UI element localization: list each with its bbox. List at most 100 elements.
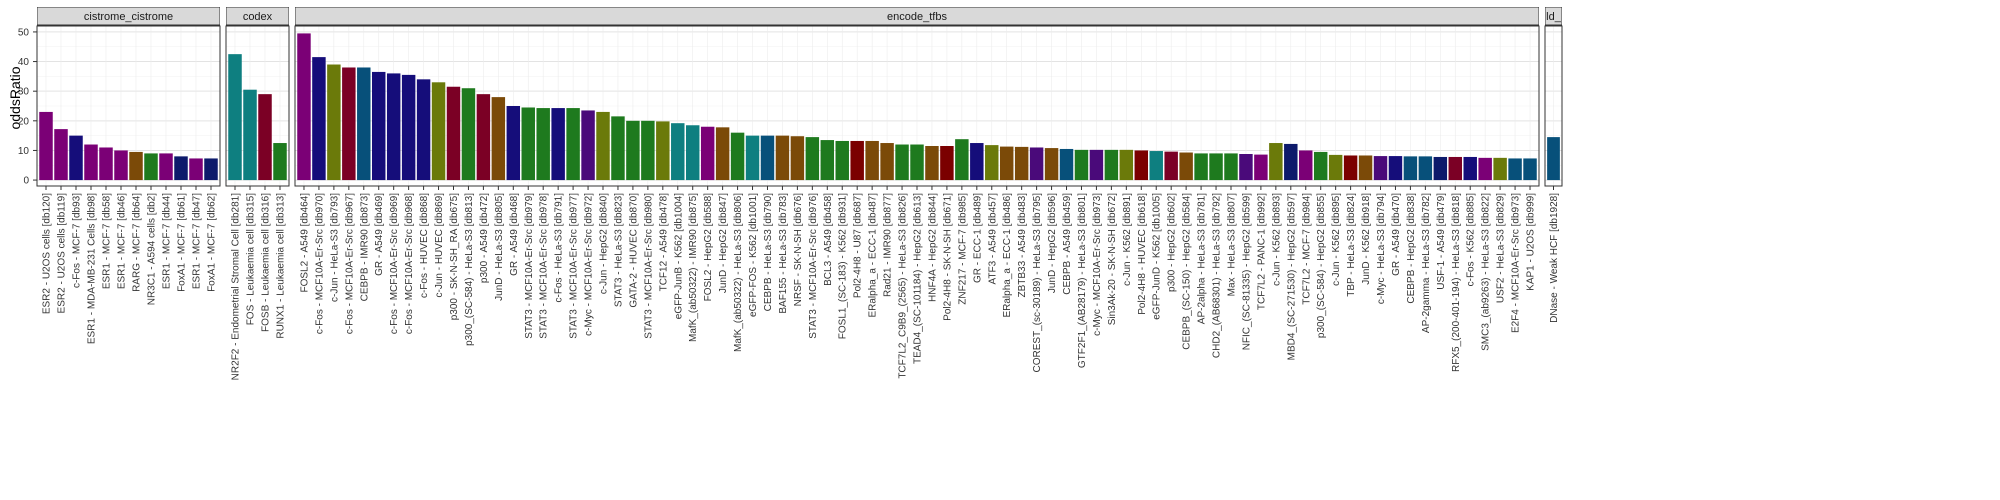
x-tick-label: JunD - HepG2 [db847]: [718, 193, 729, 293]
panel-border: [225, 25, 290, 187]
x-tick-label: FoxA1 - MCF-7 [db61]: [177, 193, 188, 292]
x-tick-label: FOSL2 - HepG2 [db588]: [703, 193, 714, 302]
bar: [312, 57, 326, 181]
bar: [880, 143, 894, 181]
x-tick-label: MafK_(ab50322) - HeLa-S3 [db806]: [733, 193, 744, 352]
x-tick-label: CEBPB - IMR90 [db873]: [359, 193, 370, 302]
x-tick-label: STAT3 - MCF10A-Er-Src [db978]: [539, 193, 550, 339]
bar: [1463, 156, 1477, 181]
bar: [521, 107, 535, 181]
facet-strip: [226, 7, 289, 26]
facet-strip-label: codex: [243, 11, 273, 23]
bar: [1149, 151, 1163, 181]
bar: [1478, 157, 1492, 181]
y-tick-label: 50: [18, 27, 30, 38]
x-tick-label: GTF2F1_(AB28179) - HeLa-S3 [db801]: [1077, 193, 1088, 368]
facet-strip-label: encode_tfbs: [887, 11, 947, 23]
x-tick-label: CEBPB - HeLa-S3 [db790]: [763, 193, 774, 312]
x-tick-label: GATA-2 - HUVEC [db870]: [628, 193, 639, 308]
bar: [461, 88, 476, 181]
x-tick-label: STAT3 - HeLa-S3 [db823]: [613, 193, 624, 307]
bar: [1433, 156, 1448, 181]
x-tick-label: CEBPB - A549 [db459]: [1062, 193, 1073, 295]
x-tick-label: NFIC_(SC-81335) - HepG2 [db599]: [1241, 193, 1252, 351]
x-tick-label: RARG - MCF-7 [db64]: [132, 193, 143, 292]
x-tick-label: c-Jun - K562 [db895]: [1331, 193, 1342, 286]
bar: [985, 145, 999, 181]
x-tick-label: SMC3_(ab9263) - HeLa-S3 [db822]: [1481, 193, 1492, 351]
bar: [1508, 158, 1522, 181]
x-tick-label: c-Myc - MCF10A-Er-Src [db972]: [584, 193, 595, 336]
bar: [204, 158, 218, 181]
bar: [491, 97, 506, 181]
bar: [1328, 154, 1343, 181]
bar: [357, 67, 371, 181]
bar: [925, 146, 939, 181]
bar: [656, 121, 670, 181]
x-tick-label: c-Jun - K562 [db893]: [1271, 193, 1282, 286]
x-tick-label: c-Fos - HUVEC [db868]: [419, 193, 430, 298]
x-tick-label: JunD - HeLa-S3 [db805]: [494, 193, 505, 301]
bar: [1448, 156, 1462, 181]
x-tick-label: eGFP-JunB - K562 [db1004]: [673, 193, 684, 319]
bar: [850, 140, 864, 181]
x-tick-label: TBP - HeLa-S3 [db824]: [1346, 193, 1357, 297]
bar: [626, 120, 640, 181]
x-tick-label: FOSL2 - A549 [db464]: [299, 193, 310, 293]
bar: [1418, 156, 1433, 181]
bar: [1269, 143, 1283, 181]
bar: [940, 146, 954, 181]
x-tick-label: FOSL1_(SC-183) - K562 [db931]: [838, 193, 849, 339]
y-tick-label: 10: [18, 146, 30, 157]
bar: [910, 144, 924, 181]
x-tick-label: Pol2-4H8 - HUVEC [db618]: [1137, 193, 1148, 315]
x-tick-label: MBD4_(SC-271530) - HepG2 [db597]: [1286, 193, 1297, 361]
x-tick-label: p300 - A549 [db472]: [479, 193, 490, 283]
x-tick-label: FOS - Leukaemia cell [db315]: [246, 193, 257, 326]
bar: [1029, 147, 1044, 181]
bar: [999, 146, 1014, 181]
x-tick-label: USF2 - HeLa-S3 [db829]: [1496, 193, 1507, 303]
x-tick-label: BCL3 - A549 [db458]: [823, 193, 834, 286]
bar: [273, 143, 287, 181]
bar: [1104, 149, 1119, 181]
bar: [715, 127, 730, 181]
x-tick-label: STAT3 - MCF10A-Er-Src [db976]: [808, 193, 819, 339]
bar: [1313, 151, 1328, 181]
bar: [243, 89, 257, 181]
x-tick-label: NR3C1 - A594 cells [db2]: [147, 193, 158, 306]
y-tick-label: 0: [23, 176, 29, 187]
x-tick-label: E2F4 - MCF10A-Er-Src [db973]: [1511, 193, 1522, 333]
x-tick-label: Pol2-4H8 - U87 [db687]: [853, 193, 864, 298]
x-tick-label: MafK_(ab50322) - IMR90 [db875]: [688, 193, 699, 342]
bar: [1343, 155, 1358, 181]
y-axis-label: oddsRatio: [7, 66, 23, 129]
bar: [1074, 149, 1089, 181]
x-tick-label: COREST_(sc-30189) - HeLa-S3 [db795]: [1032, 193, 1043, 373]
bar: [446, 86, 461, 181]
x-tick-label: c-Fos - MCF10A-Er-Src [db967]: [344, 193, 355, 334]
bar: [159, 153, 173, 181]
bar: [1493, 157, 1507, 181]
bar: [1403, 156, 1418, 181]
bar: [1254, 154, 1268, 181]
bar: [1388, 156, 1403, 181]
bar: [129, 151, 143, 181]
bar: [258, 94, 272, 181]
bar: [1239, 154, 1253, 181]
x-tick-label: c-Myc - HeLa-S3 [db794]: [1376, 193, 1387, 304]
bar: [114, 150, 128, 181]
bar: [865, 140, 879, 181]
x-tick-label: p300 - SK-N-SH_RA [db675]: [449, 193, 460, 321]
x-tick-label: c-Jun - HUVEC [db869]: [434, 193, 445, 298]
bar: [775, 135, 790, 181]
facet-strip-label: cistrome_cistrome: [84, 11, 173, 23]
bar: [1119, 149, 1134, 181]
x-tick-label: p300 - HepG2 [db602]: [1167, 193, 1178, 292]
bar: [1358, 155, 1373, 181]
bar: [84, 144, 98, 181]
bar: [671, 123, 685, 181]
x-tick-label: c-Fos - MCF10A-Er-Src [db970]: [314, 193, 325, 334]
x-tick-label: FoxA1 - MCF-7 [db62]: [207, 193, 218, 292]
x-tick-label: ZNF217 - MCF-7 [db985]: [957, 193, 968, 305]
